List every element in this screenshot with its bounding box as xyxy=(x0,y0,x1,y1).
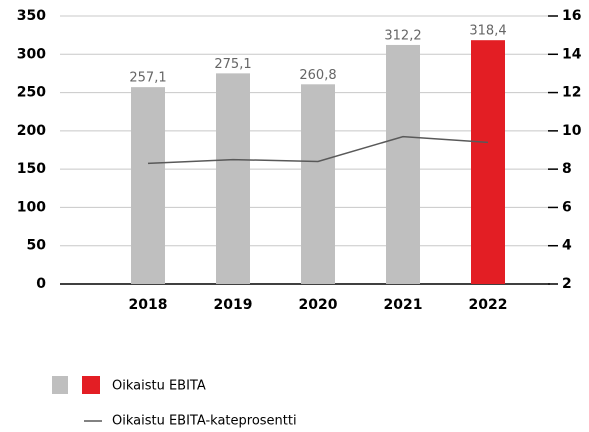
y2-tick-label: 8 xyxy=(562,161,572,177)
line xyxy=(147,135,489,165)
legend-label: Oikaistu EBITA-kateprosentti xyxy=(112,414,297,429)
x-tick-label: 2022 xyxy=(469,297,508,313)
y2-tick-label: 14 xyxy=(562,46,582,62)
y2-tick-label: 10 xyxy=(562,123,582,139)
y-tick-label: 200 xyxy=(17,123,46,139)
x-tick-label: 2019 xyxy=(214,297,253,313)
bar xyxy=(131,87,165,284)
y-tick-label: 300 xyxy=(17,46,46,62)
y2-tick-label: 2 xyxy=(562,276,572,292)
x-tick-label: 2021 xyxy=(384,297,423,313)
y-tick-label: 250 xyxy=(17,85,46,101)
value-label: 312,2 xyxy=(384,28,421,43)
bar xyxy=(471,40,505,285)
y-tick-label: 350 xyxy=(17,8,46,24)
legend-swatch xyxy=(82,376,100,394)
y2-tick-label: 16 xyxy=(562,8,581,24)
value-label: 275,1 xyxy=(214,57,251,72)
y-tick-label: 150 xyxy=(17,161,46,177)
x-tick-label: 2020 xyxy=(299,297,338,313)
y2-tick-label: 12 xyxy=(562,85,581,101)
value-label: 260,8 xyxy=(299,68,336,83)
bar xyxy=(216,73,250,285)
y2-tick-label: 4 xyxy=(562,238,572,254)
legend-swatch xyxy=(52,376,68,394)
y-tick-label: 50 xyxy=(27,238,47,254)
y-tick-label: 0 xyxy=(36,276,46,292)
bar xyxy=(301,84,335,284)
value-label: 318,4 xyxy=(469,24,506,39)
y2-tick-label: 6 xyxy=(562,199,572,215)
bar xyxy=(386,44,420,284)
y-tick-label: 100 xyxy=(17,199,46,215)
x-tick-label: 2018 xyxy=(129,297,168,313)
legend-label: Oikaistu EBITA xyxy=(112,379,206,394)
value-label: 257,1 xyxy=(129,71,166,86)
